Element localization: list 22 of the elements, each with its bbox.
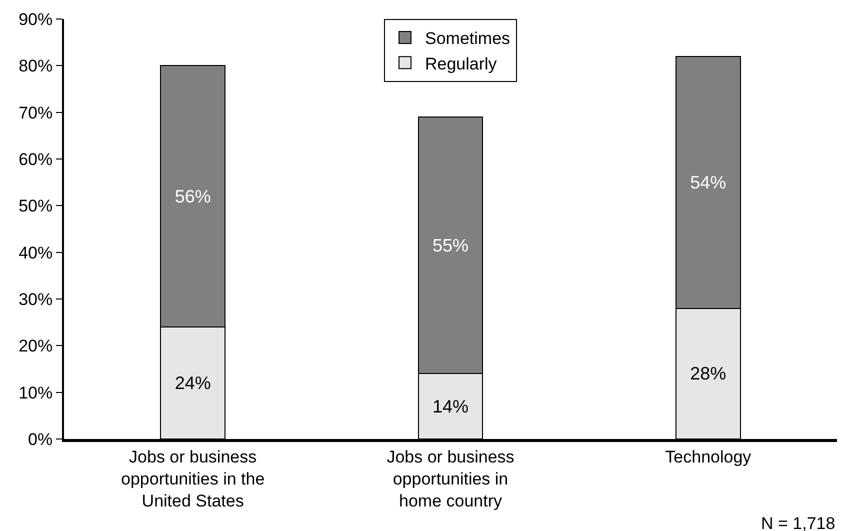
x-tick-label: Jobs or business opportunities in home country: [386, 447, 514, 511]
text: N = 1,718: [761, 514, 836, 531]
data-label: 56%: [174, 186, 211, 206]
y-tick-label: 70%: [18, 103, 53, 122]
y-tick-label: 60%: [18, 150, 53, 169]
y-tick-label: 90%: [18, 10, 53, 29]
data-label: 54%: [690, 172, 726, 192]
y-tick-label: 20%: [18, 336, 53, 356]
legend-label: Sometimes: [425, 29, 510, 48]
data-label: 24%: [174, 373, 211, 393]
data-label: 28%: [690, 364, 726, 384]
x-tick-label: Technology: [665, 447, 752, 466]
y-tick-label: 0%: [28, 430, 53, 449]
y-tick-label: 30%: [18, 290, 53, 309]
data-label: 55%: [432, 235, 469, 256]
y-tick-label: 40%: [18, 243, 53, 262]
legend-label: Regularly: [425, 54, 498, 74]
data-label: 14%: [432, 396, 469, 416]
x-tick-label: Jobs or business opportunities in the United States: [121, 447, 265, 511]
y-tick-label: 10%: [18, 383, 53, 402]
y-tick-label: 50%: [18, 196, 53, 216]
y-tick-label: 80%: [18, 56, 53, 76]
